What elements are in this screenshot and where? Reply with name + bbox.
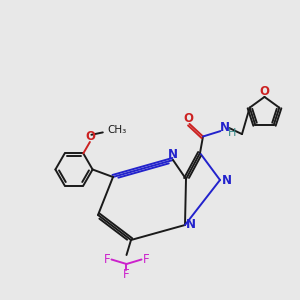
Text: F: F xyxy=(104,253,110,266)
Text: O: O xyxy=(260,85,269,98)
Text: F: F xyxy=(143,253,149,266)
Text: N: N xyxy=(185,218,195,232)
Text: N: N xyxy=(168,148,178,161)
Text: F: F xyxy=(123,268,130,281)
Text: O: O xyxy=(85,130,95,143)
Text: H: H xyxy=(228,128,236,138)
Text: N: N xyxy=(222,173,232,187)
Text: CH₃: CH₃ xyxy=(107,125,127,135)
Text: O: O xyxy=(183,112,193,125)
Text: N: N xyxy=(220,121,230,134)
